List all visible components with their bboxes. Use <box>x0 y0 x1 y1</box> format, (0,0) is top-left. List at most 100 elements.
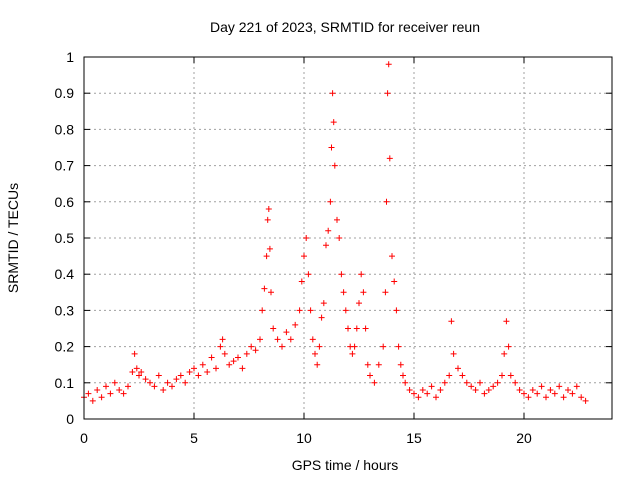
y-tick-label: 0.1 <box>55 375 75 391</box>
data-point <box>169 383 175 390</box>
data-point <box>303 235 310 241</box>
data-point <box>151 383 158 390</box>
data-point <box>356 300 362 307</box>
data-point <box>485 387 492 394</box>
data-point <box>120 390 127 397</box>
data-point <box>221 350 228 357</box>
data-point <box>547 387 554 394</box>
data-point <box>490 383 497 390</box>
data-point <box>307 307 314 314</box>
data-point <box>380 343 387 350</box>
data-point <box>327 198 334 205</box>
data-point <box>328 144 335 151</box>
data-point <box>265 206 272 213</box>
y-tick-label: 0.4 <box>55 266 75 282</box>
data-point <box>129 368 136 375</box>
y-tick-label: 0.5 <box>55 230 75 246</box>
data-point <box>131 350 138 357</box>
data-point <box>239 365 246 372</box>
data-point <box>419 387 426 394</box>
data-point <box>164 379 171 386</box>
data-point <box>393 307 400 314</box>
data-point <box>450 350 457 357</box>
data-point <box>330 119 337 126</box>
data-point <box>375 361 382 368</box>
data-point <box>257 336 263 343</box>
x-tick-label: 20 <box>516 430 532 446</box>
data-point <box>336 235 343 241</box>
data-point <box>252 347 259 354</box>
data-point <box>314 361 321 368</box>
data-point <box>565 387 571 394</box>
data-point <box>296 307 303 314</box>
data-point <box>472 387 479 394</box>
y-tick-label: 0 <box>66 411 74 427</box>
chart-title: Day 221 of 2023, SRMTID for receiver reu… <box>210 19 480 35</box>
data-point <box>400 372 406 379</box>
data-point <box>525 394 532 401</box>
data-point <box>298 278 305 285</box>
data-point <box>371 379 378 386</box>
data-point <box>89 397 96 404</box>
data-point <box>406 387 413 394</box>
data-point <box>477 379 483 386</box>
data-point <box>529 387 536 394</box>
data-point <box>391 278 398 285</box>
data-point <box>340 289 347 296</box>
data-point <box>389 253 395 260</box>
data-point <box>385 61 392 68</box>
data-point <box>560 394 567 401</box>
y-axis-label: SRMTID / TECUs <box>5 183 21 293</box>
data-point <box>243 350 250 357</box>
data-point <box>268 289 274 296</box>
data-point <box>367 372 373 379</box>
data-point <box>364 361 371 368</box>
data-point <box>395 343 402 350</box>
data-point <box>283 329 290 336</box>
data-point <box>173 376 180 383</box>
data-point <box>147 379 153 386</box>
data-point <box>318 314 325 321</box>
data-point <box>155 372 162 379</box>
data-point <box>116 387 123 394</box>
data-point <box>259 307 266 314</box>
data-point <box>186 368 193 375</box>
data-point <box>263 253 270 260</box>
data-point <box>428 383 435 390</box>
data-point <box>199 361 206 368</box>
data-point <box>459 372 466 379</box>
data-point <box>331 162 338 169</box>
y-tick-label: 1 <box>66 49 74 65</box>
data-point <box>433 394 439 401</box>
data-point <box>342 307 349 314</box>
data-point <box>261 285 268 292</box>
data-point <box>345 325 351 332</box>
data-point <box>384 90 391 97</box>
data-point <box>191 365 197 372</box>
data-point <box>349 350 356 357</box>
x-axis-label: GPS time / hours <box>292 457 399 473</box>
data-point <box>136 372 142 379</box>
data-point <box>582 397 589 404</box>
data-point <box>360 289 367 296</box>
tick-layer <box>83 56 612 420</box>
data-point <box>505 343 512 350</box>
y-tick-label: 0.3 <box>55 302 75 318</box>
x-tick-label: 15 <box>406 430 422 446</box>
data-point <box>213 365 219 372</box>
data-point <box>266 245 273 252</box>
y-tick-label: 0.2 <box>55 339 75 355</box>
data-point <box>107 390 114 397</box>
data-point <box>494 379 501 386</box>
data-point <box>204 368 211 375</box>
data-point <box>383 198 390 205</box>
data-point <box>362 325 369 332</box>
data-point <box>125 383 131 390</box>
data-point <box>446 372 453 379</box>
data-point <box>287 336 294 343</box>
data-point <box>98 394 105 401</box>
data-point <box>182 379 189 386</box>
data-point <box>94 387 101 394</box>
x-tick-label: 0 <box>80 430 88 446</box>
data-point <box>270 325 277 332</box>
